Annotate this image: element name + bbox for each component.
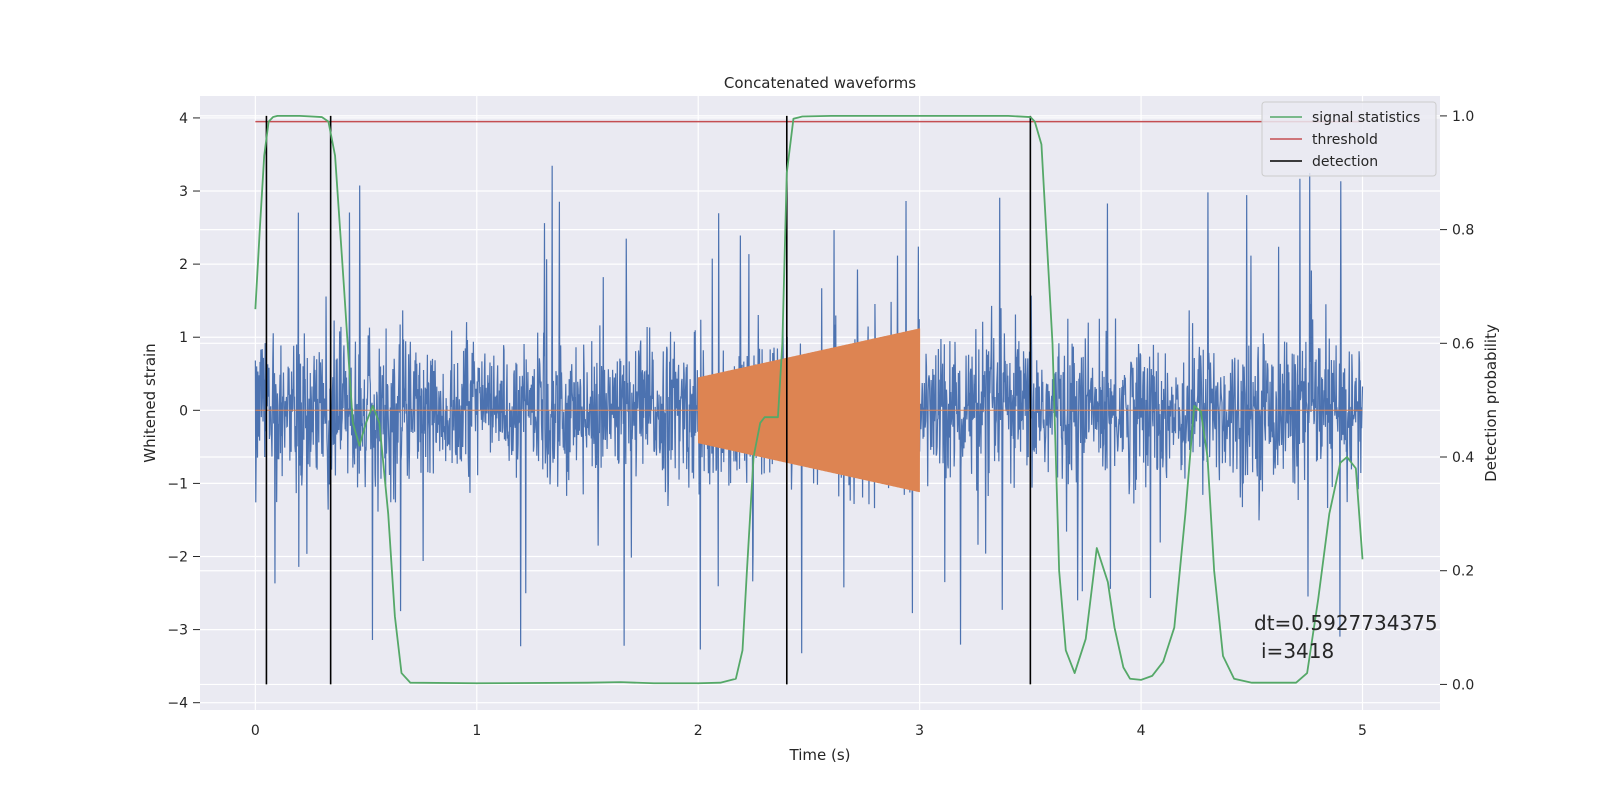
y2-tick-label: 0.6 bbox=[1452, 336, 1474, 352]
y-tick-label: 1 bbox=[179, 330, 188, 346]
x-tick-label: 4 bbox=[1137, 723, 1146, 739]
legend: signal statistics threshold detection bbox=[1261, 101, 1437, 177]
y-tick-label: 2 bbox=[179, 257, 188, 273]
x-tick-label: 5 bbox=[1358, 723, 1367, 739]
y2-tick-label: 0.2 bbox=[1452, 564, 1474, 580]
x-axis-label: Time (s) bbox=[789, 746, 851, 764]
y-tick-label: 0 bbox=[179, 403, 188, 419]
y-axis-label: Whitened strain bbox=[141, 343, 159, 462]
y2-tick-label: 0.4 bbox=[1452, 450, 1474, 466]
detection-series bbox=[265, 115, 1032, 685]
annotation-index: i=3418 bbox=[1261, 639, 1334, 663]
y-tick-label: 4 bbox=[179, 111, 188, 127]
signal-statistics-line bbox=[254, 115, 1364, 685]
y-tick-label: −4 bbox=[167, 696, 188, 712]
y2-tick-label: 1.0 bbox=[1452, 109, 1474, 125]
signal-statistics-series bbox=[254, 115, 1364, 685]
legend-signal-statistics-label: signal statistics bbox=[1312, 110, 1420, 126]
axis-ticks: 0 1 2 3 4 5 −4 −3 −2 −1 0 1 2 3 4 0.0 0.2 0.4 0.6 0.8 1.0 bbox=[167, 109, 1474, 739]
legend-threshold-label: threshold bbox=[1312, 132, 1378, 148]
annotation: dt=0.5927734375 i=3418 bbox=[1254, 611, 1438, 663]
x-tick-label: 0 bbox=[251, 723, 260, 739]
y-tick-label: −1 bbox=[167, 476, 188, 492]
injected-waveform-line bbox=[255, 328, 1363, 493]
x-tick-label: 3 bbox=[915, 723, 924, 739]
y2-tick-label: 0.0 bbox=[1452, 677, 1474, 693]
x-tick-label: 2 bbox=[694, 723, 703, 739]
y-tick-label: 3 bbox=[179, 184, 188, 200]
y2-axis-label: Detection probability bbox=[1482, 324, 1500, 482]
legend-detection-label: detection bbox=[1312, 154, 1378, 170]
y-tick-label: −2 bbox=[167, 550, 188, 566]
injected-waveform-series bbox=[255, 328, 1363, 493]
y-tick-label: −3 bbox=[167, 623, 188, 639]
x-tick-label: 1 bbox=[472, 723, 481, 739]
grid bbox=[200, 96, 1440, 710]
y2-tick-label: 0.8 bbox=[1452, 223, 1474, 239]
chart-title: Concatenated waveforms bbox=[724, 74, 916, 92]
annotation-dt: dt=0.5927734375 bbox=[1254, 611, 1438, 635]
legend-frame bbox=[1261, 101, 1437, 177]
